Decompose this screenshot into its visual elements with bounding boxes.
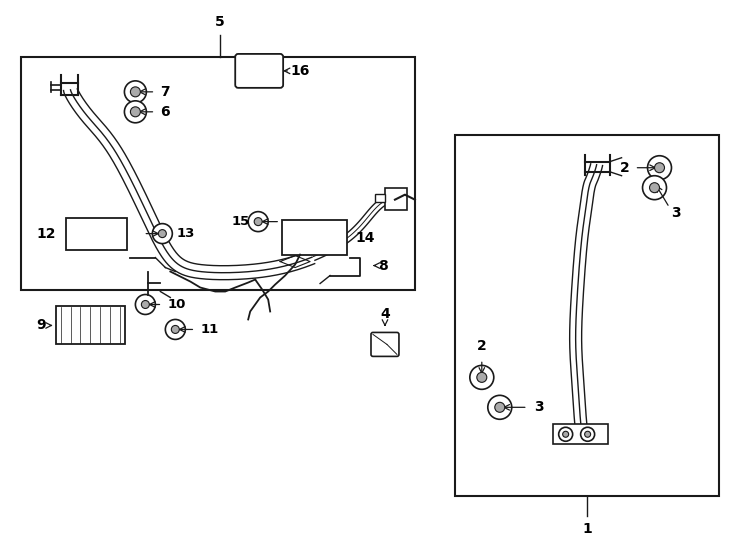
Circle shape [585,431,591,437]
Text: 5: 5 [215,15,225,29]
Circle shape [581,427,595,441]
Circle shape [159,230,167,238]
Circle shape [655,163,664,173]
Text: 14: 14 [355,231,374,245]
Text: 2: 2 [619,161,630,175]
Circle shape [165,320,185,340]
Circle shape [254,218,262,226]
Circle shape [559,427,573,441]
Bar [455,135,719,496]
Text: 3: 3 [672,206,681,220]
Circle shape [171,326,179,333]
Bar [553,424,608,444]
Text: 11: 11 [200,323,219,336]
Circle shape [131,107,140,117]
Text: 2: 2 [477,340,487,353]
Circle shape [477,373,487,382]
Text: 4: 4 [380,307,390,321]
Circle shape [650,183,660,193]
Circle shape [495,402,505,413]
FancyBboxPatch shape [371,333,399,356]
Bar [56,307,126,345]
Bar [282,220,347,254]
Circle shape [647,156,672,180]
Circle shape [488,395,512,419]
Circle shape [124,101,146,123]
Circle shape [153,224,172,244]
Text: 9: 9 [36,319,46,333]
Bar [375,194,385,201]
Circle shape [131,87,140,97]
Bar [385,188,407,210]
Text: 15: 15 [232,215,250,228]
Text: 13: 13 [176,227,195,240]
Circle shape [142,300,149,308]
Circle shape [470,366,494,389]
FancyBboxPatch shape [235,54,283,88]
Circle shape [248,212,268,232]
Text: 1: 1 [582,522,592,536]
Text: 3: 3 [534,400,543,414]
Bar [65,218,128,249]
Text: 6: 6 [160,105,170,119]
Bar [21,57,415,289]
Text: 10: 10 [167,298,186,311]
Circle shape [124,81,146,103]
Text: 16: 16 [290,64,310,78]
Circle shape [135,294,156,314]
Circle shape [642,176,666,200]
Text: 12: 12 [36,227,56,241]
Text: 7: 7 [160,85,170,99]
Circle shape [563,431,569,437]
Text: 8: 8 [378,259,388,273]
